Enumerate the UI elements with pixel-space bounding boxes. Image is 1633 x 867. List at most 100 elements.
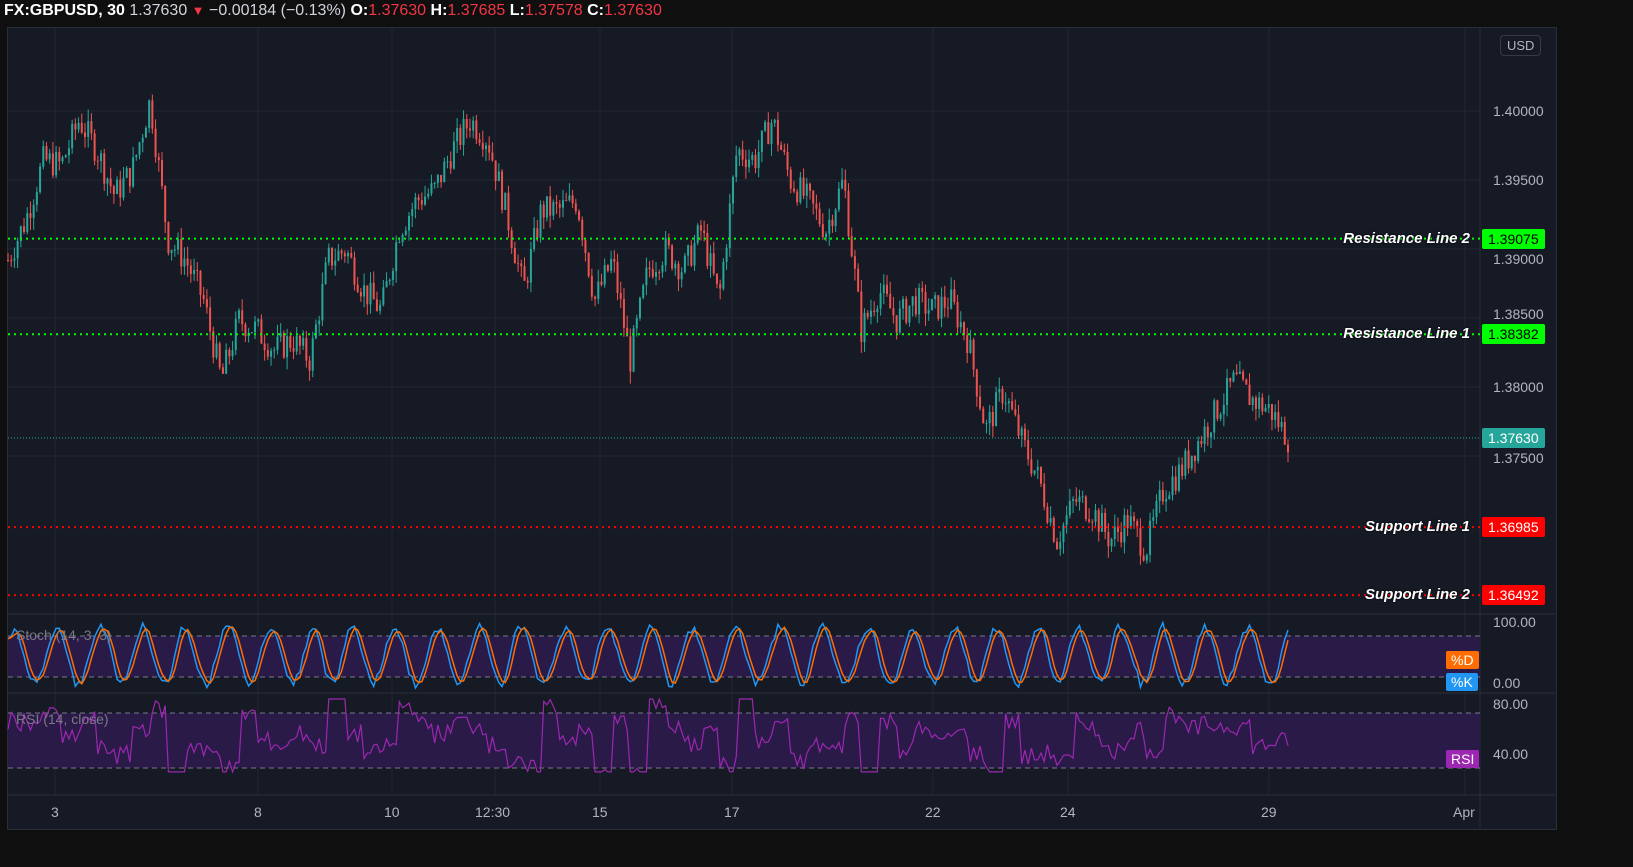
candle-body: [32, 204, 35, 218]
candle-body: [1062, 524, 1065, 543]
candle-body: [674, 263, 677, 269]
stoch-axis-label: 100.00: [1493, 614, 1536, 630]
candle-body: [202, 294, 205, 299]
candle-body: [395, 242, 398, 272]
candle-body: [805, 183, 808, 196]
candle-body: [863, 312, 866, 343]
candle-body: [1007, 401, 1010, 404]
candle-body: [443, 161, 446, 183]
candle-body: [221, 367, 224, 374]
candle-body: [497, 171, 500, 182]
candle-body: [1168, 495, 1171, 499]
candle-body: [29, 213, 32, 218]
candle-body: [1235, 372, 1238, 375]
symbol[interactable]: FX:GBPUSD, 30: [4, 2, 125, 19]
candle-body: [241, 310, 244, 325]
candle-body: [725, 247, 728, 262]
candle-body: [1242, 371, 1245, 380]
candle-body: [144, 127, 147, 138]
candle-body: [1161, 489, 1164, 502]
candle-body: [1056, 541, 1059, 550]
candle-body: [529, 249, 532, 283]
candle-body: [757, 151, 760, 169]
candle-body: [215, 343, 218, 358]
candle-body: [1078, 496, 1081, 502]
candle-body: [388, 279, 391, 282]
candle-body: [587, 253, 590, 277]
candle-body: [154, 128, 157, 158]
candle-body: [545, 196, 548, 218]
candle-body: [478, 139, 481, 143]
candle-body: [741, 149, 744, 160]
candle-body: [157, 157, 160, 161]
candle-body: [218, 343, 221, 368]
stoch-k-line: [7, 620, 1289, 691]
candle-body: [687, 245, 690, 256]
candle-body: [796, 191, 799, 203]
candle-body: [1091, 521, 1094, 523]
candle-body: [90, 121, 93, 134]
candle-body: [491, 152, 494, 161]
candle-body: [375, 299, 378, 311]
candle-body: [1155, 500, 1158, 518]
rsi-axis-label: 40.00: [1493, 746, 1529, 762]
candle-body: [751, 154, 754, 160]
candle-body: [1081, 496, 1084, 498]
candle-body: [1203, 426, 1206, 444]
candle-body: [318, 320, 321, 325]
candle-body: [1251, 397, 1254, 406]
candle-body: [26, 213, 29, 232]
candle-body: [459, 127, 462, 145]
stoch-d-tag: %D: [1446, 651, 1479, 669]
candle-body: [924, 291, 927, 314]
stoch-d-line: [7, 626, 1289, 686]
sr-line-label: Resistance Line 1: [1343, 325, 1470, 343]
candle-body: [825, 233, 828, 238]
candle-body: [1210, 432, 1213, 438]
candle-body: [260, 319, 263, 344]
candle-body: [578, 211, 581, 220]
candle-body: [481, 142, 484, 150]
time-tick-label: 3: [51, 804, 59, 820]
candle-body: [1283, 421, 1286, 445]
price-change: −0.00184 (−0.13%): [209, 2, 346, 19]
candle-body: [193, 269, 196, 275]
candle-body: [565, 200, 568, 202]
candle-body: [780, 144, 783, 150]
currency-button[interactable]: USD: [1500, 35, 1542, 56]
candle-body: [132, 157, 135, 187]
candle-body: [879, 293, 882, 309]
candle-body: [969, 339, 972, 353]
candle-body: [507, 192, 510, 231]
rsi-title[interactable]: RSI (14, close): [16, 711, 109, 727]
candle-body: [809, 183, 812, 191]
candle-body: [776, 119, 779, 145]
candle-body: [119, 179, 122, 198]
candle-body: [513, 247, 516, 264]
candle-body: [16, 241, 19, 259]
candle-body: [58, 151, 61, 162]
price-tick-label: 1.39000: [1493, 250, 1544, 267]
candle-body: [404, 230, 407, 235]
candle-body: [812, 190, 815, 204]
candle-body: [1187, 450, 1190, 469]
candle-body: [273, 349, 276, 351]
time-tick-label: 29: [1261, 804, 1277, 820]
candle-body: [1123, 515, 1126, 543]
candle-body: [1027, 440, 1030, 460]
candle-body: [427, 193, 430, 197]
candle-body: [356, 284, 359, 292]
candle-body: [234, 318, 237, 351]
candle-body: [45, 146, 48, 160]
candle-body: [1094, 510, 1097, 522]
candle-body: [1030, 459, 1033, 474]
candle-body: [186, 258, 189, 266]
candle-body: [331, 247, 334, 266]
candle-body: [1052, 518, 1055, 542]
stoch-title[interactable]: Stoch (14, 3, 3): [16, 627, 112, 643]
candle-body: [109, 178, 112, 187]
candle-body: [446, 161, 449, 163]
chart-frame[interactable]: [7, 27, 1557, 830]
candle-body: [363, 285, 366, 297]
